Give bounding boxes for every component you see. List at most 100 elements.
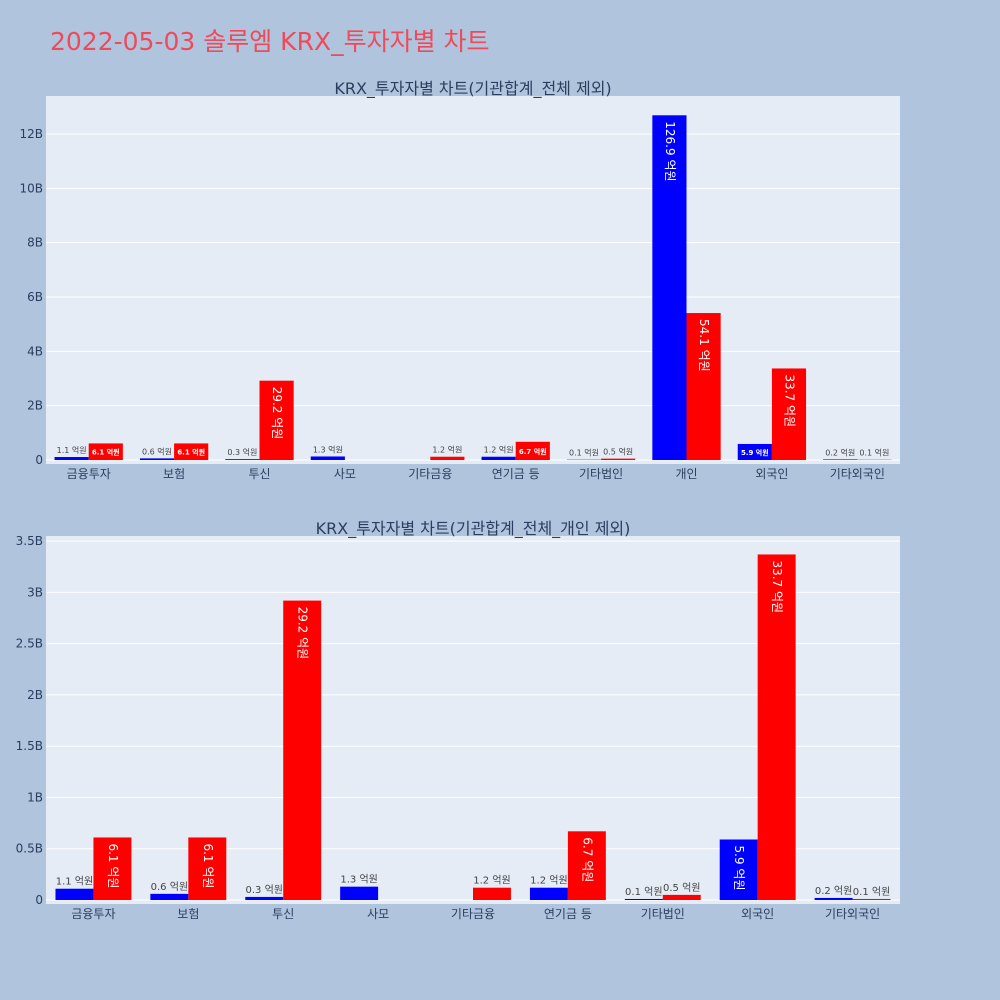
data-label: 1.3 억원 bbox=[340, 874, 377, 886]
data-label: 0.2 억원 bbox=[815, 885, 852, 897]
bar bbox=[245, 896, 284, 900]
x-tick-label: 사모 bbox=[334, 467, 356, 481]
y-tick-label: 2.5B bbox=[16, 637, 43, 651]
bar bbox=[662, 894, 701, 900]
y-tick-label: 2B bbox=[27, 399, 43, 413]
data-label: 6.1 억원 bbox=[177, 448, 205, 457]
bar bbox=[55, 888, 94, 900]
data-label: 6.1 억원 bbox=[201, 843, 215, 888]
data-label: 6.1 억원 bbox=[106, 843, 120, 888]
bar bbox=[652, 115, 687, 461]
data-label: 29.2 억원 bbox=[270, 387, 284, 440]
bar bbox=[225, 459, 260, 460]
data-label: 33.7 억원 bbox=[770, 560, 784, 613]
plot-area bbox=[46, 96, 900, 464]
data-label: 33.7 억원 bbox=[782, 374, 796, 427]
x-tick-label: 투신 bbox=[248, 467, 270, 481]
data-label: 126.9 억원 bbox=[663, 121, 677, 181]
x-tick-label: 기타외국인 bbox=[825, 907, 880, 921]
data-label: 6.7 억원 bbox=[519, 447, 547, 456]
bar bbox=[88, 443, 123, 460]
x-tick-label: 금융투자 bbox=[71, 907, 115, 921]
page-title: 2022-05-03 솔루엠 KRX_투자자별 차트 bbox=[50, 27, 490, 56]
y-tick-label: 2B bbox=[27, 688, 43, 702]
data-label: 0.5 억원 bbox=[603, 447, 633, 457]
bar bbox=[481, 456, 516, 460]
bar bbox=[310, 456, 345, 460]
y-tick-label: 0 bbox=[35, 893, 43, 907]
bar bbox=[686, 313, 721, 460]
x-tick-label: 금융투자 bbox=[67, 467, 111, 481]
bar bbox=[567, 831, 606, 900]
y-tick-label: 0.5B bbox=[16, 842, 43, 856]
data-label: 6.1 억원 bbox=[92, 448, 120, 457]
y-tick-label: 6B bbox=[27, 290, 43, 304]
x-tick-label: 연기금 등 bbox=[544, 907, 592, 921]
x-tick-label: 보험 bbox=[163, 467, 185, 481]
chart-title: KRX_투자자별 차트(기관합계_전체_개인 제외) bbox=[316, 519, 631, 539]
bar bbox=[814, 897, 853, 900]
bar bbox=[473, 887, 511, 900]
y-tick-label: 1.5B bbox=[16, 739, 43, 753]
bar bbox=[823, 459, 858, 460]
data-label: 5.9 억원 bbox=[741, 448, 769, 457]
x-tick-label: 기타금융 bbox=[451, 907, 495, 921]
bar bbox=[852, 898, 891, 900]
bar bbox=[150, 893, 189, 900]
y-tick-label: 3B bbox=[27, 585, 43, 599]
y-tick-label: 4B bbox=[27, 344, 43, 358]
bar bbox=[529, 887, 568, 900]
x-tick-label: 외국인 bbox=[755, 467, 788, 481]
data-label: 0.3 억원 bbox=[246, 884, 283, 896]
x-tick-label: 외국인 bbox=[741, 907, 774, 921]
bar bbox=[340, 886, 379, 900]
data-label: 0.3 억원 bbox=[227, 447, 257, 457]
data-label: 6.7 억원 bbox=[580, 837, 594, 882]
y-tick-label: 12B bbox=[19, 127, 43, 141]
chart-title: KRX_투자자별 차트(기관합계_전체 제외) bbox=[334, 79, 611, 99]
y-tick-label: 0 bbox=[35, 453, 43, 467]
x-tick-label: 기타금융 bbox=[408, 467, 452, 481]
bar bbox=[601, 458, 636, 460]
bar bbox=[54, 457, 89, 460]
x-tick-label: 연기금 등 bbox=[492, 467, 540, 481]
bar bbox=[93, 837, 132, 900]
bar bbox=[139, 458, 175, 460]
bar bbox=[188, 837, 227, 900]
bar bbox=[283, 600, 322, 900]
data-label: 1.2 억원 bbox=[432, 445, 462, 455]
y-tick-label: 3.5B bbox=[16, 534, 43, 548]
data-label: 1.1 억원 bbox=[57, 445, 87, 455]
bar bbox=[771, 368, 807, 460]
bar bbox=[757, 554, 796, 900]
bar bbox=[259, 380, 294, 460]
data-label: 1.3 억원 bbox=[313, 444, 343, 454]
bar bbox=[624, 898, 663, 900]
bar bbox=[737, 443, 772, 460]
data-label: 29.2 억원 bbox=[296, 607, 310, 660]
y-tick-label: 10B bbox=[19, 181, 43, 195]
data-label: 1.1 억원 bbox=[56, 876, 93, 888]
data-label: 1.2 억원 bbox=[484, 445, 514, 455]
bar bbox=[430, 456, 465, 460]
chart-1: 0 2B 4B 6B 8B 10B 12B KRX_투자자별 차트(기관합계_전체 제외) 금융… bbox=[19, 79, 900, 481]
x-tick-label: 기타법인 bbox=[641, 907, 685, 921]
data-label: 0.2 억원 bbox=[825, 447, 855, 457]
data-label: 0.1 억원 bbox=[625, 886, 662, 898]
x-tick-label: 기타법인 bbox=[579, 467, 623, 481]
data-label: 1.2 억원 bbox=[530, 875, 567, 887]
data-label: 0.1 억원 bbox=[859, 448, 889, 458]
data-label: 1.2 억원 bbox=[473, 875, 510, 887]
x-tick-label: 투신 bbox=[272, 907, 294, 921]
data-label: 5.9 억원 bbox=[732, 846, 746, 891]
data-label: 54.1 억원 bbox=[697, 319, 711, 372]
x-tick-label: 개인 bbox=[675, 467, 697, 481]
x-tick-label: 사모 bbox=[367, 907, 389, 921]
bar bbox=[515, 441, 550, 460]
y-tick-label: 1B bbox=[27, 790, 43, 804]
data-label: 0.5 억원 bbox=[663, 882, 700, 894]
data-label: 0.6 억원 bbox=[142, 446, 172, 456]
data-label: 0.1 억원 bbox=[569, 448, 599, 458]
y-tick-label: 8B bbox=[27, 236, 43, 250]
